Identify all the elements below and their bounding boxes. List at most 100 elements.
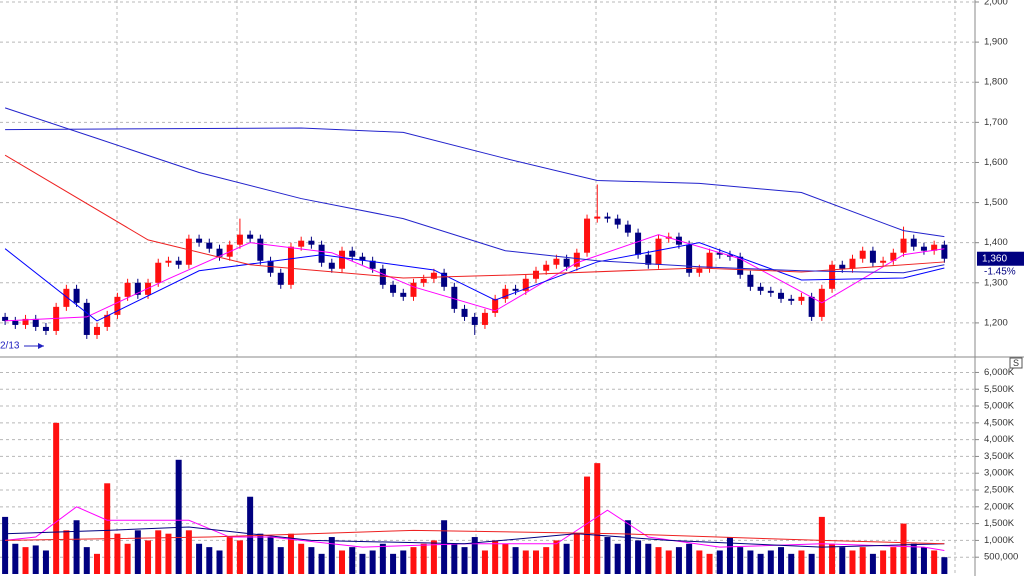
candle-body — [410, 282, 417, 297]
candle-body — [226, 244, 233, 257]
candle-body — [471, 316, 478, 325]
date-marker: 2/13 — [0, 341, 20, 352]
y-tick-label: 1,400 — [984, 237, 1008, 248]
candle-body — [757, 286, 764, 291]
candle-body — [430, 272, 437, 279]
candle-body — [104, 314, 111, 327]
volume-bar — [869, 553, 876, 574]
candle-body — [890, 252, 897, 261]
change-label: -1.45% — [984, 266, 1016, 277]
volume-bar — [492, 540, 499, 574]
volume-bar — [308, 547, 315, 574]
scale-marker-box — [1009, 357, 1023, 369]
vertical-grid — [116, 0, 956, 576]
volume-bar — [675, 547, 682, 574]
y-tick-label: 5,000K — [984, 401, 1015, 412]
volume-bar — [808, 553, 815, 574]
volume-bar — [390, 553, 397, 574]
candle-body — [247, 234, 254, 239]
volume-bar — [134, 530, 141, 574]
volume-bar — [22, 547, 29, 574]
candle-body — [686, 244, 693, 273]
last-price-box — [977, 251, 1024, 266]
candle-body — [624, 224, 631, 233]
volume-bar — [2, 516, 9, 574]
moving-average-line — [5, 526, 945, 548]
volume-bar — [788, 553, 795, 574]
volume-bar — [686, 543, 693, 574]
volume-bar — [226, 537, 233, 574]
candle-body — [573, 252, 580, 267]
volume-bar — [655, 547, 662, 574]
candle-body — [604, 216, 611, 219]
volume-bar — [635, 540, 642, 574]
y-tick-label: 1,300 — [984, 277, 1008, 288]
candle-body — [737, 256, 744, 275]
candle-body — [798, 296, 805, 301]
y-tick-label: 2,000K — [984, 501, 1015, 512]
y-tick-label: 4,500K — [984, 417, 1015, 428]
candle-body — [206, 242, 213, 249]
volume-bar — [890, 547, 897, 574]
y-tick-label: 1,600 — [984, 157, 1008, 168]
moving-average-line — [5, 234, 945, 322]
date-arrow-head — [38, 343, 44, 349]
volume-bar — [461, 547, 468, 574]
candle-body — [441, 272, 448, 287]
candle-body — [880, 260, 887, 263]
candle-body — [308, 240, 315, 245]
candle-body — [829, 264, 836, 289]
volume-bar — [165, 533, 172, 574]
volume-bar — [778, 547, 785, 574]
volume-bar — [584, 476, 591, 574]
candle-body — [481, 312, 488, 325]
candle-body — [563, 258, 570, 267]
candle-body — [512, 288, 519, 291]
volume-bar — [726, 537, 733, 574]
volume-bar — [665, 550, 672, 574]
volume-bar — [185, 530, 192, 574]
y-tick-label: 2,000 — [984, 0, 1008, 8]
moving-average-line — [4, 154, 945, 279]
volume-bar — [124, 543, 131, 574]
candle-body — [839, 264, 846, 269]
candle-body — [584, 218, 591, 253]
candle-body — [716, 252, 723, 255]
volume-bar — [614, 543, 621, 574]
candle-body — [941, 244, 948, 259]
candle-body — [594, 216, 601, 219]
volume-bar — [328, 537, 335, 574]
volume-bar — [920, 547, 927, 574]
y-tick-label: 6,000K — [984, 367, 1015, 378]
candle-body — [788, 298, 795, 301]
volume-bar — [42, 550, 49, 574]
volume-bar — [910, 543, 917, 574]
volume-bar — [451, 543, 458, 574]
candle-body — [134, 282, 141, 295]
volume-bar — [716, 550, 723, 574]
volume-bar — [104, 483, 111, 574]
candle-body — [339, 250, 346, 269]
candle-body — [83, 302, 90, 335]
candle-body — [461, 308, 468, 317]
volume-bar — [32, 545, 39, 574]
volume-bar — [573, 533, 580, 574]
candle-body — [328, 262, 335, 269]
panel: 1,200 1,300 1,400 1,500 1,600 1,700 1,800 1,900… — [0, 0, 1024, 339]
volume-bar — [349, 547, 356, 574]
volume-bar — [532, 550, 539, 574]
candle-body — [808, 296, 815, 317]
candle-body — [63, 288, 70, 307]
volume-bar — [339, 550, 346, 574]
candle-body — [390, 284, 397, 293]
candle-body — [645, 254, 652, 265]
y-tick-label: 1,800 — [984, 77, 1008, 88]
candle-body — [165, 260, 172, 263]
last-price-label: 1,360 — [982, 253, 1007, 264]
y-tick-label: 1,500 — [984, 197, 1008, 208]
volume-bar — [737, 547, 744, 574]
volume-bar — [563, 543, 570, 574]
y-tick-label: 4,000K — [984, 434, 1015, 445]
